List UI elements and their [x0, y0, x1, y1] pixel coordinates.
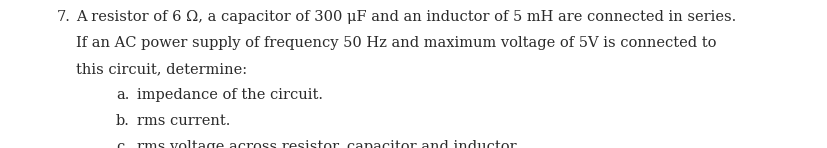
- Text: A resistor of 6 Ω, a capacitor of 300 μF and an inductor of 5 mH are connected i: A resistor of 6 Ω, a capacitor of 300 μF…: [76, 10, 735, 24]
- Text: b.: b.: [116, 114, 130, 128]
- Text: a.: a.: [116, 88, 129, 102]
- Text: this circuit, determine:: this circuit, determine:: [76, 62, 247, 76]
- Text: rms voltage across resistor, capacitor and inductor.: rms voltage across resistor, capacitor a…: [136, 140, 519, 148]
- Text: If an AC power supply of frequency 50 Hz and maximum voltage of 5V is connected : If an AC power supply of frequency 50 Hz…: [76, 36, 716, 50]
- Text: 7.: 7.: [56, 10, 70, 24]
- Text: impedance of the circuit.: impedance of the circuit.: [136, 88, 323, 102]
- Text: rms current.: rms current.: [136, 114, 230, 128]
- Text: c.: c.: [116, 140, 129, 148]
